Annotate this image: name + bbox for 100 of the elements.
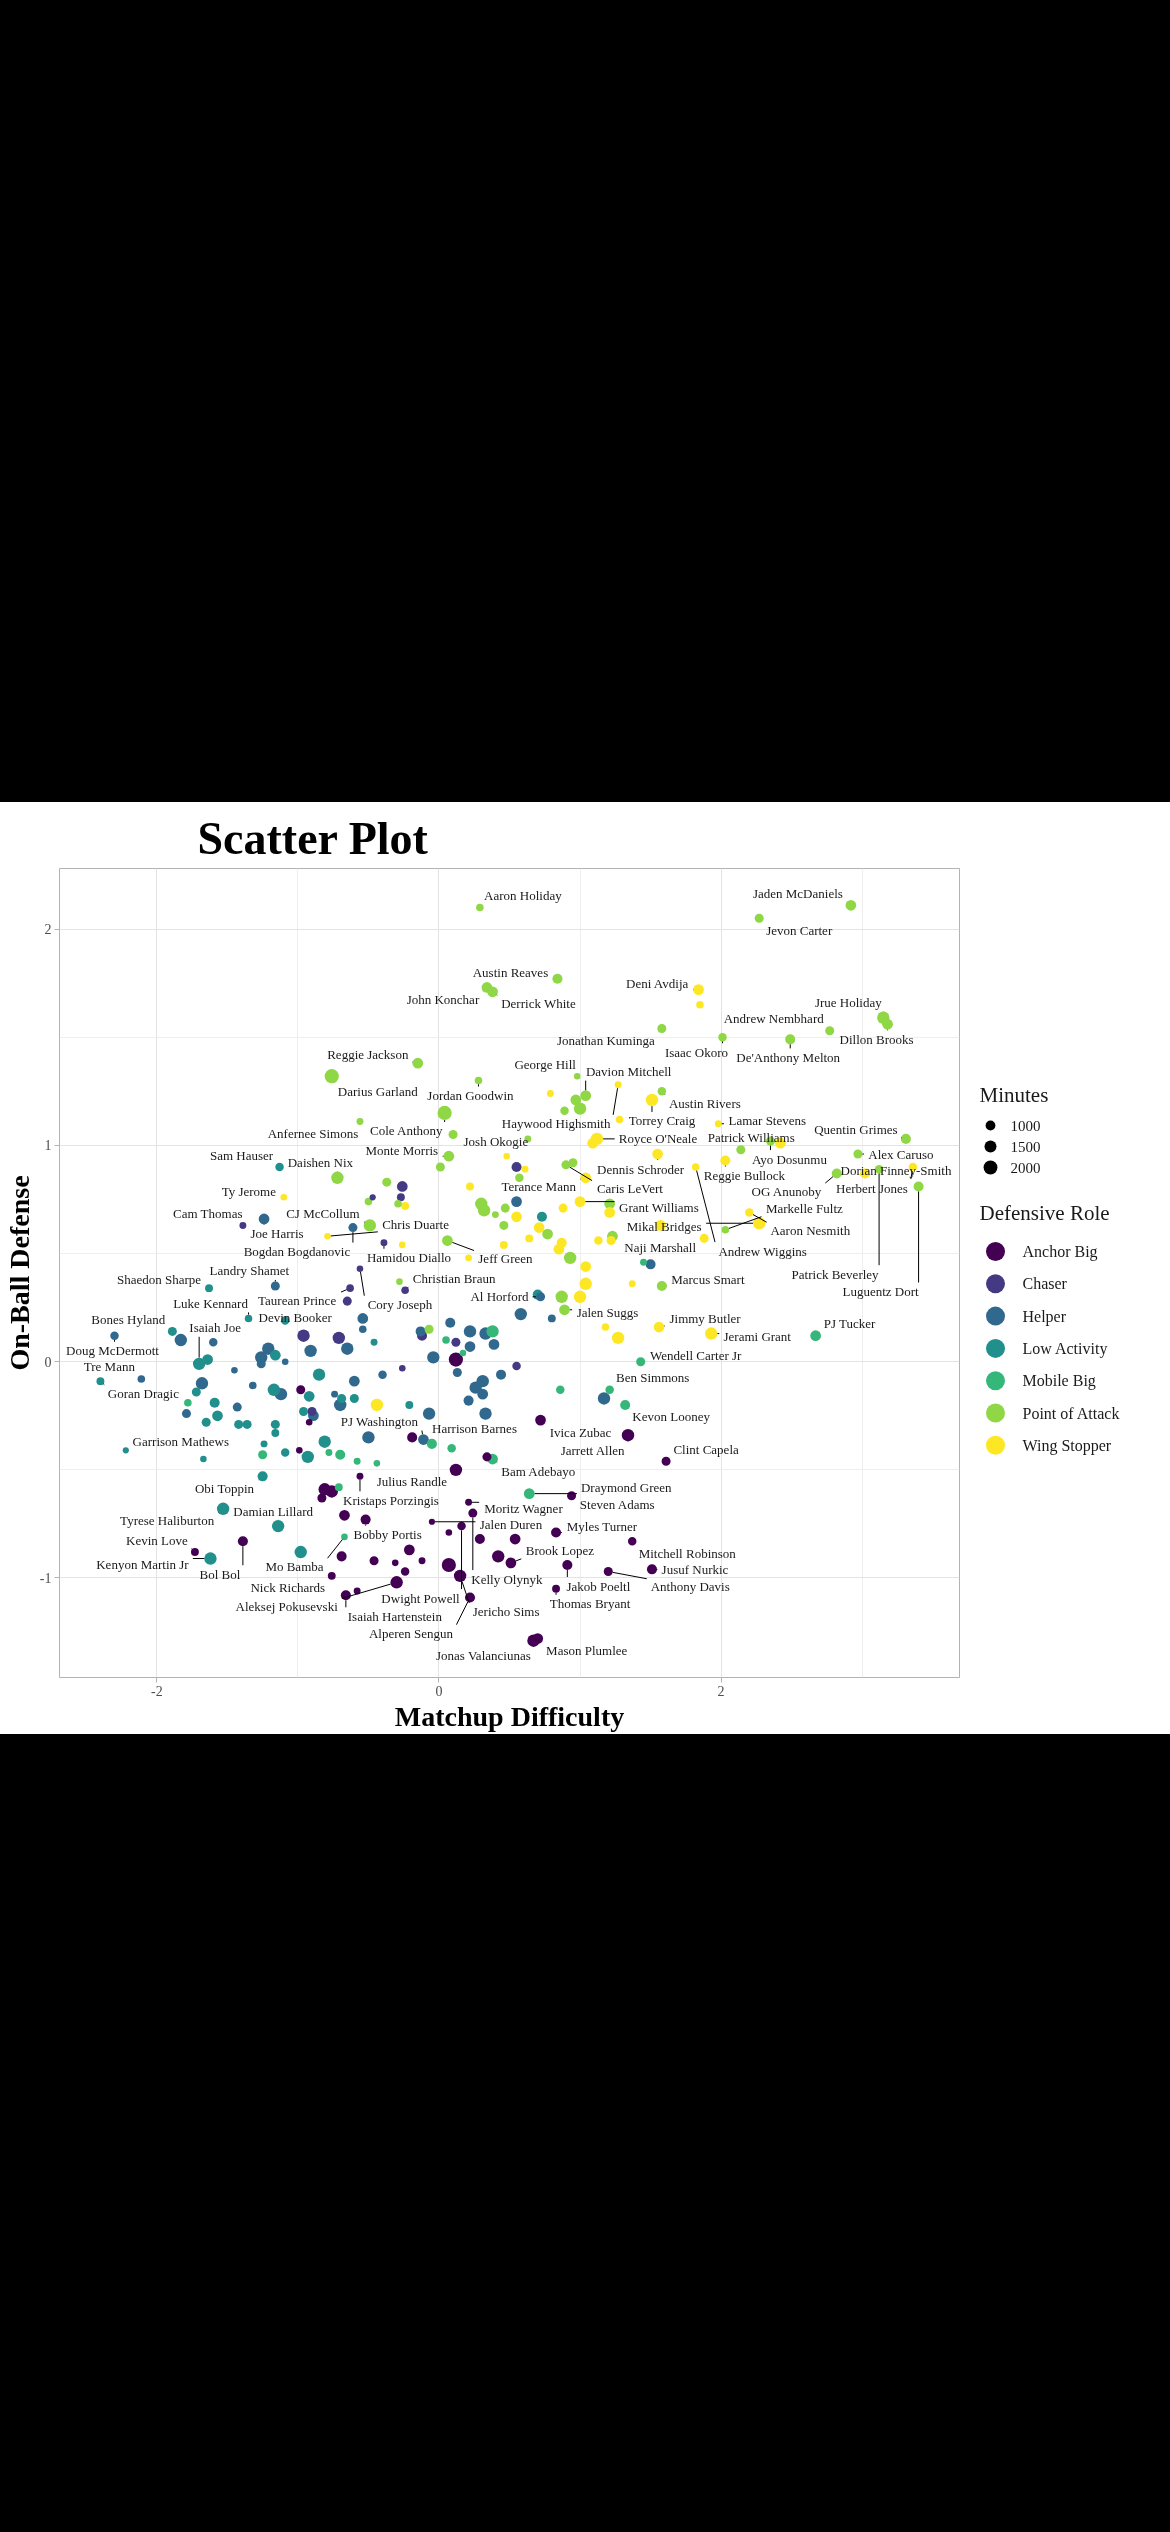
legend-label: Point of Attack <box>1022 1404 1120 1422</box>
annotation: Jimmy Butler <box>669 1310 742 1326</box>
annotation: PJ Tucker <box>823 1316 876 1332</box>
y-tick-label: -1 <box>39 1571 52 1586</box>
legend-label: 1500 <box>1010 1138 1041 1155</box>
annotation: Luke Kennard <box>173 1295 249 1311</box>
annotation: CJ McCollum <box>286 1205 360 1221</box>
annotation: Hamidou Diallo <box>366 1250 452 1266</box>
annotation: Ben Simmons <box>616 1370 690 1386</box>
annotation: Kristaps Porzingis <box>343 1492 439 1508</box>
legend-label: 1000 <box>1010 1117 1041 1134</box>
annotation: PJ Washington <box>340 1414 419 1430</box>
annotation: Jevon Carter <box>766 922 833 938</box>
x-tick-label: 2 <box>717 1683 725 1699</box>
annotation: Jaden McDaniels <box>752 885 843 901</box>
annotation: Patrick Williams <box>707 1129 795 1145</box>
annotation: Wendell Carter Jr <box>650 1348 743 1364</box>
legend-label: Chaser <box>1022 1275 1068 1293</box>
annotation: Torrey Craig <box>628 1113 696 1129</box>
annotation: OG Anunoby <box>751 1184 822 1199</box>
annotation: Bol Bol <box>199 1566 241 1582</box>
annotation: Aaron Holiday <box>484 887 563 903</box>
annotation: Deni Avdija <box>626 976 689 992</box>
legend-label: Anchor Big <box>1022 1243 1098 1261</box>
annotation: Bones Hyland <box>91 1311 166 1327</box>
annotation: Jonathan Kuminga <box>556 1033 655 1049</box>
annotation: Reggie Jackson <box>327 1046 409 1062</box>
annotation: Tyrese Haliburton <box>120 1513 215 1529</box>
chart-title: Scatter Plot <box>197 812 429 864</box>
annotation: Myles Turner <box>566 1519 638 1535</box>
annotation: Dennis Schroder <box>597 1161 685 1177</box>
annotation: Joe Harris <box>250 1226 304 1242</box>
annotation: Davion Mitchell <box>585 1064 672 1080</box>
annotation: Isaiah Hartenstein <box>347 1608 443 1624</box>
annotation: Reggie Bullock <box>703 1168 786 1184</box>
annotation: Isaac Okoro <box>664 1044 729 1060</box>
annotation: Jalen Duren <box>479 1517 543 1533</box>
annotation: Royce O'Neale <box>618 1131 698 1147</box>
y-tick-label: 0 <box>44 1354 52 1370</box>
annotation: Daishen Nix <box>287 1155 354 1171</box>
annotation: Monte Morris <box>365 1142 439 1158</box>
annotation: Tre Mann <box>83 1359 136 1375</box>
annotation: Kevon Looney <box>632 1409 711 1425</box>
annotation: Caris LeVert <box>596 1181 664 1197</box>
annotation: Patrick Beverley <box>791 1266 880 1282</box>
legend-title: Defensive Role <box>979 1200 1110 1225</box>
annotation: De'Anthony Melton <box>736 1049 841 1065</box>
annotation: Kevin Love <box>126 1532 189 1548</box>
annotation: Christian Braun <box>412 1270 496 1286</box>
y-tick-label: 1 <box>44 1138 52 1154</box>
annotation: Garrison Mathews <box>132 1433 230 1449</box>
annotation: Marcus Smart <box>671 1272 745 1288</box>
annotation: Mason Plumlee <box>546 1643 628 1659</box>
annotation: Quentin Grimes <box>814 1122 898 1138</box>
annotation: Aleksej Pokusevski <box>235 1598 339 1614</box>
annotation: Jerami Grant <box>723 1329 792 1345</box>
annotation: Brook Lopez <box>525 1543 595 1559</box>
annotation: Cory Joseph <box>367 1297 433 1313</box>
annotation: Steven Adams <box>579 1497 655 1513</box>
annotation: Al Horford <box>470 1289 530 1305</box>
annotation: Josh Okogie <box>463 1134 529 1150</box>
annotation: Mitchell Robinson <box>638 1545 737 1561</box>
annotation: Aaron Nesmith <box>770 1222 851 1238</box>
annotation: Terance Mann <box>501 1179 577 1195</box>
annotation: Bam Adebayo <box>501 1463 576 1479</box>
x-axis-title: Matchup Difficulty <box>394 1700 625 1732</box>
annotation: Julius Randle <box>376 1474 448 1490</box>
annotation: Dillon Brooks <box>839 1031 914 1047</box>
annotation: Jakob Poeltl <box>566 1578 631 1594</box>
annotation: Ty Jerome <box>221 1183 277 1199</box>
annotation: Jordan Goodwin <box>427 1087 515 1103</box>
annotation: Sam Hauser <box>209 1147 274 1163</box>
legend-label: Helper <box>1022 1307 1067 1326</box>
annotation: Alperen Sengun <box>368 1625 454 1641</box>
annotation: Taurean Prince <box>258 1292 337 1308</box>
annotation: Lamar Stevens <box>728 1113 807 1129</box>
annotation: Derrick White <box>501 996 576 1012</box>
annotation: Bobby Portis <box>353 1527 422 1543</box>
annotation: Markelle Fultz <box>765 1201 844 1217</box>
annotation: Nick Richards <box>250 1580 326 1596</box>
annotation: Doug McDermott <box>66 1343 160 1359</box>
annotation: Jeff Green <box>478 1251 534 1267</box>
annotation: Bogdan Bogdanovic <box>243 1244 351 1260</box>
annotation: Damian Lillard <box>233 1503 314 1519</box>
annotation: Jonas Valanciunas <box>436 1648 531 1664</box>
legend-label: Low Activity <box>1022 1339 1108 1358</box>
x-tick-label: 0 <box>435 1683 443 1699</box>
annotation: Anfernee Simons <box>267 1126 359 1142</box>
annotation: Jericho Sims <box>472 1604 540 1620</box>
y-tick-label: 2 <box>44 922 52 938</box>
annotation: Chris Duarte <box>382 1216 450 1232</box>
annotation: John Konchar <box>406 991 480 1007</box>
y-axis-title: On-Ball Defense <box>3 1175 35 1371</box>
annotation: Shaedon Sharpe <box>116 1271 202 1287</box>
annotation: Kenyon Martin Jr <box>96 1557 190 1573</box>
text: Minutes <box>979 1082 1049 1107</box>
x-tick-label: -2 <box>151 1683 163 1699</box>
annotation: Goran Dragic <box>107 1385 180 1401</box>
annotation: Jusuf Nurkic <box>661 1561 729 1577</box>
annotation: Kelly Olynyk <box>471 1571 543 1587</box>
